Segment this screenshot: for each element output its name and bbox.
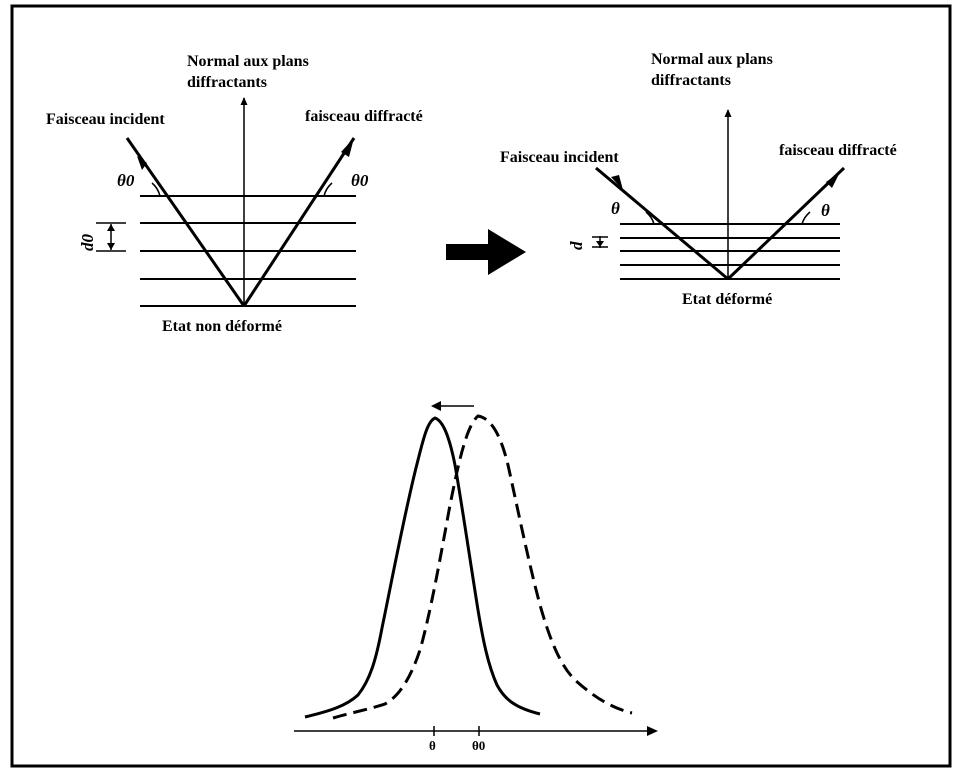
transition-arrow bbox=[446, 229, 526, 275]
figure-frame bbox=[10, 4, 952, 768]
left-incident-arrowhead bbox=[137, 156, 147, 170]
right-diffracted-label: faisceau diffracté bbox=[779, 142, 897, 159]
right-state-label: Etat déformé bbox=[682, 291, 772, 308]
left-incident-label: Faisceau incident bbox=[46, 111, 165, 128]
right-panel-deformed: Normal aux plans diffractants Faisceau i… bbox=[500, 51, 897, 308]
left-panel-undeformed: Normal aux plans diffractants Faisceau i… bbox=[46, 53, 423, 335]
right-angle-label-right: θ bbox=[821, 201, 830, 220]
right-angle-arc-right bbox=[801, 211, 811, 225]
right-incident-label: Faisceau incident bbox=[500, 149, 619, 166]
right-incident-beam bbox=[595, 166, 729, 281]
left-normal-label-line2: diffractants bbox=[187, 74, 267, 91]
right-normal-label-line1: Normal aux plans bbox=[651, 51, 773, 68]
right-diffracted-arrowhead bbox=[826, 172, 840, 188]
left-normal-label-line1: Normal aux plans bbox=[187, 53, 309, 70]
left-angle-label-right: θ0 bbox=[351, 171, 369, 190]
left-state-label: Etat non déformé bbox=[162, 318, 282, 335]
left-angle-arc-right bbox=[323, 182, 333, 197]
left-diffracted-beam bbox=[242, 137, 356, 307]
left-spacing-label: d0 bbox=[78, 234, 97, 252]
right-normal-label-line2: diffractants bbox=[651, 72, 731, 89]
peak-axis-arrowhead bbox=[647, 726, 658, 736]
left-diffracted-arrowhead bbox=[341, 138, 354, 157]
right-lattice-planes bbox=[620, 223, 840, 280]
deformed-peak-curve bbox=[304, 416, 541, 719]
tick-label-theta0: θ0 bbox=[472, 738, 485, 753]
left-angle-label-left: θ0 bbox=[117, 171, 135, 190]
right-angle-label-left: θ bbox=[611, 199, 620, 218]
peak-shift-plot: θ θ0 bbox=[294, 401, 658, 753]
left-incident-beam bbox=[125, 137, 246, 307]
right-spacing-label: d bbox=[567, 241, 586, 250]
left-angle-arc-left bbox=[151, 182, 161, 197]
right-incident-arrowhead bbox=[611, 175, 623, 190]
left-diffracted-label: faisceau diffracté bbox=[305, 108, 423, 125]
tick-label-theta: θ bbox=[429, 738, 436, 753]
left-lattice-planes bbox=[140, 195, 356, 307]
right-angle-arc-left bbox=[645, 211, 655, 225]
undeformed-peak-curve bbox=[332, 414, 633, 720]
right-diffracted-beam bbox=[726, 166, 846, 281]
